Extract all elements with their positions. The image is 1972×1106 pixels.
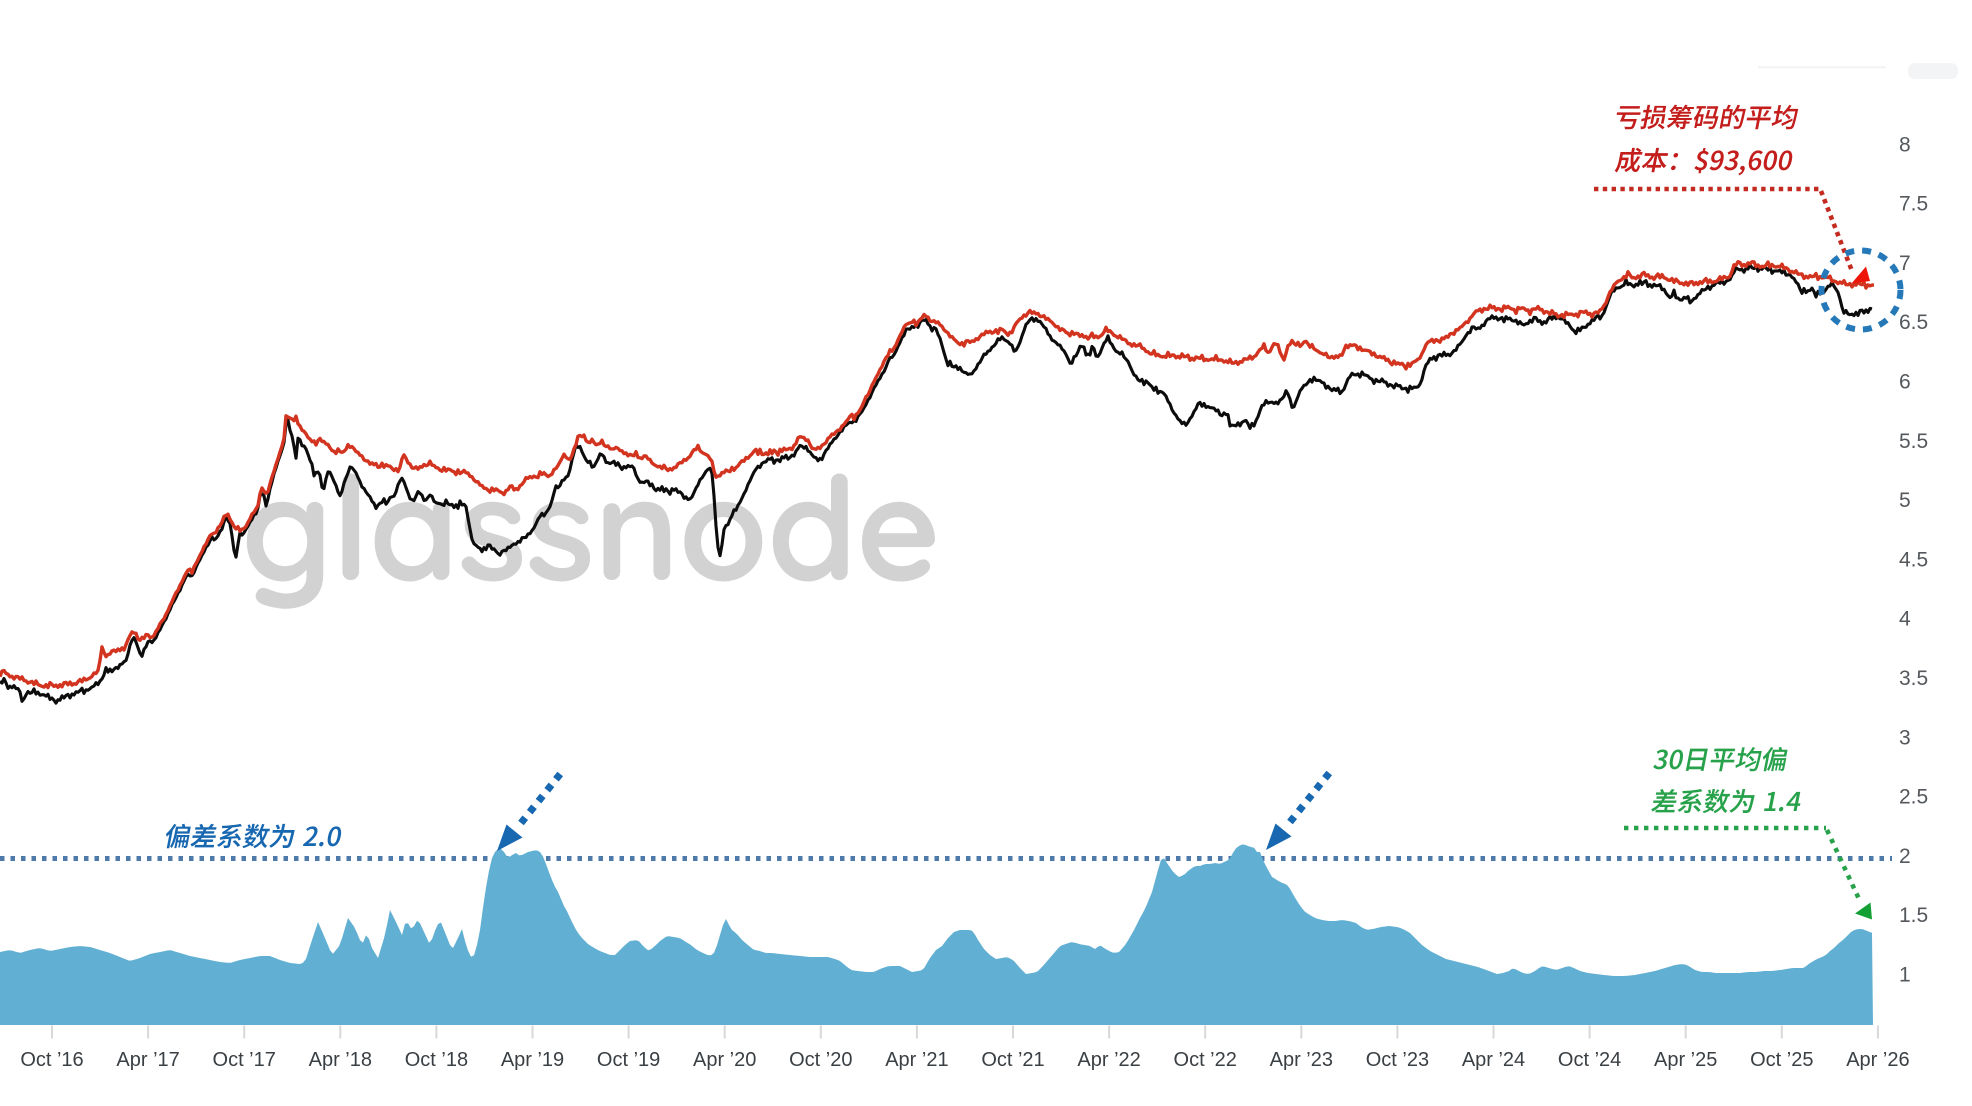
svg-text:Apr ’26: Apr ’26 [1846,1049,1909,1071]
svg-text:Apr ’20: Apr ’20 [693,1049,756,1071]
svg-text:Oct ’16: Oct ’16 [20,1049,83,1071]
svg-text:2.5: 2.5 [1899,786,1928,809]
svg-text:Apr ’18: Apr ’18 [309,1049,372,1071]
svg-text:Apr ’19: Apr ’19 [501,1049,564,1071]
svg-text:Oct ’21: Oct ’21 [981,1049,1044,1071]
svg-text:Apr ’21: Apr ’21 [885,1049,948,1071]
svg-text:Apr ’25: Apr ’25 [1654,1049,1717,1071]
svg-text:2: 2 [1899,845,1911,868]
svg-text:Oct ’24: Oct ’24 [1558,1049,1621,1071]
svg-text:1: 1 [1899,964,1911,987]
svg-text:Apr ’22: Apr ’22 [1077,1049,1140,1071]
svg-text:8: 8 [1899,133,1911,156]
svg-text:4.5: 4.5 [1899,548,1928,571]
svg-text:Oct ’17: Oct ’17 [213,1049,276,1071]
svg-text:7: 7 [1899,252,1911,275]
svg-text:Apr ’24: Apr ’24 [1462,1049,1525,1071]
svg-text:Oct ’18: Oct ’18 [405,1049,468,1071]
svg-text:Apr ’17: Apr ’17 [116,1049,179,1071]
svg-text:5: 5 [1899,489,1911,512]
svg-text:Apr ’23: Apr ’23 [1270,1049,1333,1071]
svg-text:6.5: 6.5 [1899,311,1928,334]
svg-text:5.5: 5.5 [1899,430,1928,453]
svg-text:7.5: 7.5 [1899,193,1928,216]
svg-text:Oct ’22: Oct ’22 [1174,1049,1237,1071]
svg-text:1.5: 1.5 [1899,904,1928,927]
svg-text:Oct ’20: Oct ’20 [789,1049,852,1071]
svg-text:3: 3 [1899,726,1911,749]
svg-text:Oct ’23: Oct ’23 [1366,1049,1429,1071]
svg-text:Oct ’25: Oct ’25 [1750,1049,1813,1071]
svg-text:4: 4 [1899,608,1911,631]
svg-text:3.5: 3.5 [1899,667,1928,690]
svg-text:6: 6 [1899,371,1911,394]
svg-text:Oct ’19: Oct ’19 [597,1049,660,1071]
